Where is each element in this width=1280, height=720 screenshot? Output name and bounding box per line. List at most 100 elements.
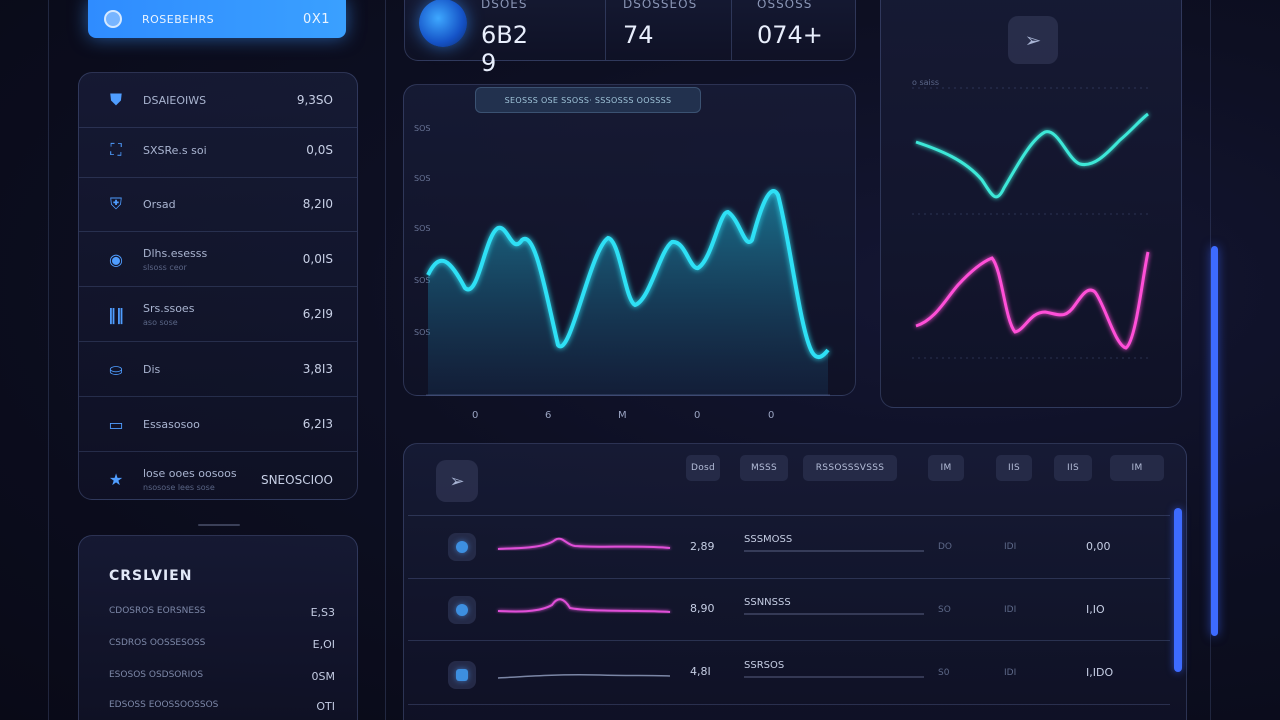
summary-row-value: OTI xyxy=(316,700,335,713)
menu-item-label: lose ooes oosoos xyxy=(143,467,237,480)
summary-row: CDOSROS EORSNESS E,S3 xyxy=(109,606,335,619)
row-status-icon xyxy=(448,596,476,624)
menu-item-value: 6,2I9 xyxy=(302,307,333,321)
summary-row: EDSOSS EOOSSOOSSOS OTI xyxy=(109,700,335,713)
y-tick: SOS xyxy=(414,328,431,337)
stat-label: DSOSSEOS xyxy=(623,0,698,11)
main-chart-panel xyxy=(403,84,856,396)
stats-panel: DSOES 6B2 9 DSOSSEOS 74 OSSOSS 074+ xyxy=(404,0,856,77)
summary-panel: CRSLVIEN CDOSROS EORSNESS E,S3 CSDROS OO… xyxy=(78,535,358,720)
people-icon: ⛶ xyxy=(110,140,122,159)
primary-button-label: ROSEBEHRS xyxy=(142,12,215,26)
row-divider xyxy=(408,578,1170,579)
table-cell: 4,8I xyxy=(690,665,711,678)
menu-item-value: 3,8I3 xyxy=(302,362,333,376)
row-status-icon xyxy=(448,661,476,689)
column-header[interactable]: RSSOSSSVSSS xyxy=(803,455,897,481)
stat-value: 074+ xyxy=(757,21,823,49)
send-icon: ➢ xyxy=(1024,28,1042,52)
scrollbar-thumb[interactable] xyxy=(1211,246,1218,636)
table-scrollbar-thumb[interactable] xyxy=(1174,508,1182,672)
menu-item-6[interactable]: ⛀ Dis 3,8I3 xyxy=(79,342,357,397)
table-cell: IDI xyxy=(1004,605,1017,615)
row-sub-line xyxy=(744,550,924,552)
table-cell: 8,90 xyxy=(690,602,715,615)
menu-item-4[interactable]: ◉ Dlhs.esesss slsoss ceor 0,0IS xyxy=(79,232,357,287)
table-cell: SSNNSSS xyxy=(744,597,791,608)
table-cell: SSRSOS xyxy=(744,660,785,671)
y-tick: SOS xyxy=(414,224,431,233)
shield-icon: ⛊ xyxy=(109,90,122,109)
table-cell: IDI xyxy=(1004,542,1017,552)
table-cell: S0 xyxy=(938,668,950,678)
menu-item-value: SNEOSCIOO xyxy=(260,472,333,487)
menu-item-value: 0,0IS xyxy=(302,252,333,266)
send-button[interactable]: ➢ xyxy=(1008,16,1058,64)
user-icon: ⛀ xyxy=(109,359,123,379)
row-divider xyxy=(408,704,1170,705)
summary-row-value: 0SM xyxy=(311,670,335,683)
send-icon: ➢ xyxy=(449,470,465,492)
table-cell: IDI xyxy=(1004,668,1017,678)
menu-item-5[interactable]: ‖‖ Srs.ssoes aso sose 6,2I9 xyxy=(79,287,357,342)
column-header[interactable]: MSSS xyxy=(740,455,788,481)
column-header[interactable]: IM xyxy=(928,455,964,481)
table-cell: 2,89 xyxy=(690,540,715,553)
x-tick: 6 xyxy=(545,410,552,421)
summary-row-value: E,OI xyxy=(312,638,335,651)
stat-label: OSSOSS xyxy=(757,0,813,11)
summary-row: ESOSOS OSDSORIOS 0SM xyxy=(109,670,335,683)
x-tick: M xyxy=(618,410,627,421)
menu-item-label: SXSRe.s soi xyxy=(143,143,207,157)
row-divider xyxy=(408,640,1170,641)
chart-tag: SEOSSS OSE SSOSS· SSSOSSS OOSSSS xyxy=(475,87,701,113)
column-header[interactable]: IM xyxy=(1110,455,1164,481)
primary-button[interactable]: ROSEBEHRS 0X1 xyxy=(88,0,346,38)
menu-item-1[interactable]: ⛊ DSAIEOIWS 9,3SO xyxy=(79,73,357,128)
menu-item-8[interactable]: ★ lose ooes oosoos nsosose lees sose SNE… xyxy=(79,452,357,507)
scrollbar-track[interactable] xyxy=(1210,0,1220,720)
stat-divider xyxy=(605,0,606,60)
x-tick: 0 xyxy=(768,410,775,421)
row-sub-line xyxy=(744,676,924,678)
menu-item-7[interactable]: ▭ Essasosoo 6,2I3 xyxy=(79,397,357,452)
menu-item-value: 9,3SO xyxy=(296,93,333,107)
table-cell: I,IDO xyxy=(1086,666,1114,679)
menu-item-label: Orsad xyxy=(143,197,176,211)
menu-item-value: 8,2I0 xyxy=(302,197,333,211)
stat-value: 6B2 9 xyxy=(481,21,529,77)
divider xyxy=(198,524,240,526)
column-header[interactable]: IIS xyxy=(1054,455,1092,481)
summary-title: CRSLVIEN xyxy=(109,568,193,584)
summary-row-label: ESOSOS OSDSORIOS xyxy=(109,670,204,680)
summary-row-value: E,S3 xyxy=(310,606,335,619)
target-icon: ◉ xyxy=(109,249,123,269)
row-status-icon xyxy=(448,533,476,561)
menu-item-label: Dlhs.esesss xyxy=(143,246,208,260)
column-header[interactable]: IIS xyxy=(996,455,1032,481)
summary-row: CSDROS OOSSESOSS E,OI xyxy=(109,638,335,651)
y-tick: SOS xyxy=(414,174,431,183)
lock-icon: ⛨ xyxy=(109,194,122,213)
menu-item-label: Essasosoo xyxy=(143,417,200,431)
row-sub-line xyxy=(744,613,924,615)
globe-icon xyxy=(104,10,122,28)
summary-row-label: CSDROS OOSSESOSS xyxy=(109,638,206,648)
stat-value: 74 xyxy=(623,21,654,49)
x-tick: 0 xyxy=(694,410,701,421)
menu-item-value: 0,0S xyxy=(306,143,333,157)
column-header[interactable]: Dosd xyxy=(686,455,720,481)
menu-item-sub: slsoss ceor xyxy=(143,262,187,272)
menu-item-3[interactable]: ⛨ Orsad 8,2I0 xyxy=(79,177,357,232)
send-button[interactable]: ➢ xyxy=(436,460,478,502)
menu-item-label: Srs.ssoes xyxy=(143,301,195,315)
stat-divider xyxy=(731,0,732,60)
table-cell: 0,00 xyxy=(1086,540,1111,553)
table-panel xyxy=(403,443,1187,720)
left-column xyxy=(48,0,386,720)
bars-icon: ‖‖ xyxy=(108,304,124,324)
menu-item-2[interactable]: ⛶ SXSRe.s soi 0,0S xyxy=(79,123,357,178)
right-chart-label: o saiss xyxy=(912,78,940,87)
star-icon: ★ xyxy=(108,470,124,489)
menu-item-sub: aso sose xyxy=(143,317,178,327)
